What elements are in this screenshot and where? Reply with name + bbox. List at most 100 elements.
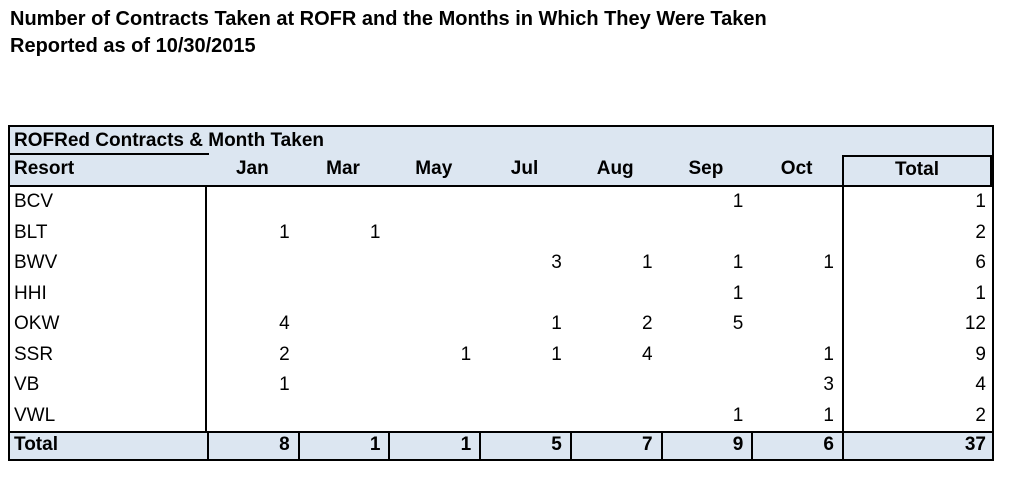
table-row: OKW 4 1 2 5 12 — [10, 309, 992, 340]
resort-cell: HHI — [10, 278, 207, 309]
value-cell-aug: 2 — [641, 313, 653, 334]
value-cell-jul: 1 — [551, 313, 562, 334]
table-row: HHI 1 1 — [10, 278, 992, 310]
value-cell-sep: 5 — [732, 313, 744, 334]
table-row: BCV 1 1 — [10, 187, 992, 218]
value-cell-may — [388, 248, 479, 279]
value-cell-oct: 1 — [823, 343, 834, 365]
value-cell-jul — [479, 401, 570, 432]
value-cell-mar — [298, 309, 389, 340]
table-row: SSR 2 1 1 4 1 9 — [10, 339, 992, 371]
row-total-cell: 2 — [842, 400, 992, 431]
value-cell-sep — [661, 340, 752, 371]
table-body: BCV 1 1 BLT 1 1 2 BWV — [10, 187, 992, 431]
value-cell-sep: 1 — [732, 404, 744, 426]
value-cell-jan — [207, 401, 298, 432]
value-cell-oct: 1 — [823, 252, 834, 273]
table-row: BWV 3 1 1 1 6 — [10, 248, 992, 279]
rofr-contracts-table: ROFRed Contracts & Month Taken Resort Ja… — [8, 125, 994, 461]
row-total-cell: 9 — [842, 339, 992, 370]
column-header-aug: Aug — [596, 158, 634, 179]
value-cell-mar — [298, 401, 389, 432]
value-cell-jan: 2 — [279, 343, 290, 365]
total-jul: 5 — [479, 433, 570, 459]
row-total-cell: 2 — [842, 217, 992, 248]
column-header-sep: Sep — [688, 158, 724, 179]
table-header-title-row: ROFRed Contracts & Month Taken — [10, 127, 992, 155]
value-cell-oct — [751, 279, 842, 310]
total-row: Total 8 1 1 5 7 9 6 37 — [10, 431, 992, 459]
value-cell-may — [388, 309, 479, 340]
value-cell-jul — [479, 370, 570, 401]
header-underline — [10, 153, 209, 155]
value-cell-sep — [661, 218, 752, 249]
value-cell-oct: 1 — [823, 404, 834, 426]
value-cell-aug — [570, 187, 661, 218]
value-cell-jan: 1 — [279, 374, 290, 395]
value-cell-jul: 1 — [551, 343, 562, 365]
value-cell-sep: 1 — [732, 191, 744, 212]
value-cell-mar — [298, 279, 389, 310]
value-cell-may — [388, 187, 479, 218]
value-cell-jul — [479, 187, 570, 218]
resort-cell: SSR — [10, 339, 207, 370]
value-cell-jan — [207, 279, 298, 310]
value-cell-mar — [298, 187, 389, 218]
value-cell-may — [388, 279, 479, 310]
report-title: Number of Contracts Taken at ROFR and th… — [10, 6, 767, 60]
resort-cell: BCV — [10, 187, 207, 218]
value-cell-mar — [298, 370, 389, 401]
value-cell-may — [388, 218, 479, 249]
row-total-cell: 1 — [842, 187, 992, 218]
value-cell-jan — [207, 248, 298, 279]
grand-total: 37 — [842, 433, 992, 459]
resort-cell: VWL — [10, 400, 207, 431]
value-cell-sep — [661, 370, 752, 401]
value-cell-aug: 1 — [641, 252, 653, 273]
value-cell-aug — [570, 401, 661, 432]
value-cell-aug — [570, 218, 661, 249]
total-aug: 7 — [569, 433, 661, 459]
total-may: 1 — [388, 433, 479, 459]
table-row: VWL 1 1 2 — [10, 400, 992, 432]
column-header-jan: Jan — [235, 158, 269, 179]
value-cell-may: 1 — [460, 343, 472, 365]
value-cell-oct — [751, 309, 842, 340]
value-cell-oct — [751, 187, 842, 218]
value-cell-sep: 1 — [732, 252, 744, 273]
value-cell-aug: 4 — [641, 343, 653, 365]
total-jan: 8 — [207, 433, 298, 459]
total-row-label: Total — [14, 434, 58, 455]
column-header-mar: Mar — [326, 158, 360, 179]
value-cell-jan: 4 — [279, 313, 290, 334]
value-cell-jan — [207, 187, 298, 218]
value-cell-aug — [570, 370, 661, 401]
row-total-cell: 1 — [842, 278, 992, 309]
value-cell-mar: 1 — [369, 221, 381, 243]
resort-cell: BWV — [10, 248, 207, 279]
value-cell-aug — [570, 279, 661, 310]
row-total-cell: 4 — [842, 370, 992, 401]
column-header-jul: Jul — [510, 158, 539, 179]
row-total-cell: 12 — [842, 309, 992, 340]
total-sep: 9 — [660, 433, 752, 459]
value-cell-may — [388, 370, 479, 401]
value-cell-mar — [298, 248, 389, 279]
resort-cell: BLT — [10, 217, 207, 248]
title-line-1: Number of Contracts Taken at ROFR and th… — [10, 8, 767, 30]
column-header-total: Total — [842, 155, 992, 185]
resort-cell: VB — [10, 370, 207, 401]
value-cell-jul — [479, 218, 570, 249]
row-total-cell: 6 — [842, 248, 992, 279]
value-cell-jan: 1 — [279, 221, 290, 243]
column-header-oct: Oct — [780, 158, 813, 179]
value-cell-oct: 3 — [823, 374, 834, 395]
column-header-resort: Resort — [14, 158, 75, 179]
value-cell-may — [388, 401, 479, 432]
value-cell-oct — [751, 218, 842, 249]
column-header-may: May — [415, 158, 453, 179]
value-cell-jul — [479, 279, 570, 310]
table-header-title: ROFRed Contracts & Month Taken — [14, 130, 324, 151]
table-row: VB 1 3 4 — [10, 370, 992, 401]
